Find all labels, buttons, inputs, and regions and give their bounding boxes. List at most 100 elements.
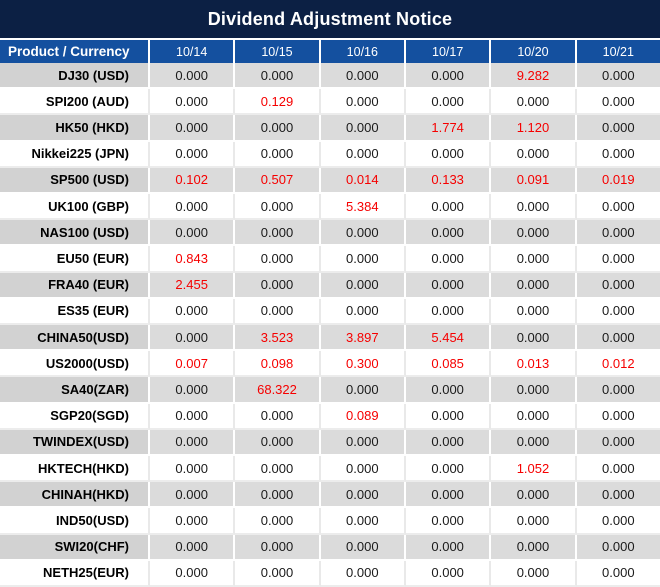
dividend-value: 0.000 [150,429,236,457]
dividend-value: 0.000 [235,560,321,587]
table-row: SA40(ZAR) 0.000 68.322 0.000 0.000 0.000 0.000 [0,377,660,404]
product-name: DJ30 (USD) [0,63,150,90]
dividend-value: 0.000 [576,194,660,221]
table-body: DJ30 (USD) 0.000 0.000 0.000 0.000 9.282 0.000… [0,63,660,587]
dividend-value: 0.000 [405,194,492,221]
product-name: ES35 (EUR) [0,298,150,326]
dividend-value: 0.000 [405,560,492,587]
product-name: SA40(ZAR) [0,377,150,404]
product-currency-column-header: Product / Currency [0,40,150,63]
dividend-value: 0.000 [405,534,492,561]
dividend-value: 0.000 [405,63,492,90]
dividend-value: 0.000 [405,482,492,509]
dividend-value: 0.089 [320,403,406,430]
header-row: Product / Currency 10/14 10/15 10/16 10/17 1… [0,38,660,63]
product-name: SGP20(SGD) [0,403,150,430]
dividend-value: 0.000 [576,246,660,273]
dividend-value: 0.000 [576,89,660,116]
dividend-value: 0.085 [405,351,492,378]
dividend-value: 0.000 [235,246,321,273]
dividend-value: 0.000 [320,115,406,142]
dividend-value: 0.000 [491,272,577,299]
table-row: DJ30 (USD) 0.000 0.000 0.000 0.000 9.282 0.000 [0,63,660,90]
dividend-value: 0.000 [150,377,236,404]
dividend-value: 0.300 [320,351,406,378]
dividend-value: 0.000 [576,377,660,404]
table-row: FRA40 (EUR) 2.455 0.000 0.000 0.000 0.000 0.00… [0,272,660,299]
dividend-value: 3.523 [235,325,321,352]
product-name: HK50 (HKD) [0,115,150,142]
date-column-header: 10/17 [406,40,492,63]
dividend-value: 2.455 [150,272,236,299]
table-row: CHINAH(HKD) 0.000 0.000 0.000 0.000 0.000 0.00… [0,482,660,509]
dividend-value: 0.000 [235,534,321,561]
product-name: IND50(USD) [0,508,150,535]
dividend-value: 0.000 [320,377,406,404]
product-name: SPI200 (AUD) [0,89,150,116]
dividend-value: 0.000 [235,194,321,221]
dividend-value: 0.000 [491,246,577,273]
dividend-value: 0.000 [150,194,236,221]
dividend-value: 0.000 [320,220,406,247]
table-row: ES35 (EUR) 0.000 0.000 0.000 0.000 0.000 0.000 [0,298,660,326]
dividend-value: 5.384 [320,194,406,221]
product-name: UK100 (GBP) [0,194,150,221]
dividend-value: 0.098 [235,351,321,378]
dividend-value: 0.000 [320,272,406,299]
table-row: NETH25(EUR) 0.000 0.000 0.000 0.000 0.000 0.00… [0,560,660,587]
product-name: Nikkei225 (JPN) [0,141,150,168]
dividend-value: 0.000 [320,246,406,273]
dividend-value: 0.507 [235,167,321,195]
dividend-value: 0.000 [235,115,321,142]
dividend-value: 0.000 [235,63,321,90]
table-row: HKTECH(HKD) 0.000 0.000 0.000 0.000 1.052 0.00… [0,456,660,483]
dividend-value: 0.000 [576,325,660,352]
dividend-value: 0.000 [576,482,660,509]
product-name: HKTECH(HKD) [0,456,150,483]
dividend-value: 0.000 [576,63,660,90]
dividend-value: 0.000 [405,141,492,168]
dividend-value: 0.000 [150,298,236,326]
table-row: CHINA50(USD) 0.000 3.523 3.897 5.454 0.000 0.0… [0,325,660,352]
dividend-value: 0.012 [576,351,660,378]
table-row: Nikkei225 (JPN) 0.000 0.000 0.000 0.000 0.000… [0,141,660,168]
product-name: SWI20(CHF) [0,534,150,561]
dividend-value: 0.000 [150,482,236,509]
dividend-value: 0.000 [235,508,321,535]
dividend-value: 0.000 [320,298,406,326]
dividend-value: 1.774 [405,115,492,142]
date-column-header: 10/16 [321,40,406,63]
dividend-value: 0.000 [576,272,660,299]
product-name: NETH25(EUR) [0,560,150,587]
dividend-value: 0.000 [491,194,577,221]
dividend-value: 0.000 [320,429,406,457]
dividend-value: 0.000 [150,141,236,168]
dividend-value: 0.000 [235,220,321,247]
dividend-value: 0.000 [405,403,492,430]
dividend-value: 0.000 [150,63,236,90]
dividend-value: 0.000 [150,89,236,116]
table-row: SP500 (USD) 0.102 0.507 0.014 0.133 0.091 0.01… [0,167,660,195]
dividend-value: 0.000 [235,482,321,509]
table-row: NAS100 (USD) 0.000 0.000 0.000 0.000 0.000 0.0… [0,220,660,247]
table-row: SGP20(SGD) 0.000 0.000 0.089 0.000 0.000 0.000 [0,403,660,430]
table-row: HK50 (HKD) 0.000 0.000 0.000 1.774 1.120 0.000 [0,115,660,142]
dividend-value: 0.000 [150,534,236,561]
date-column-header: 10/20 [491,40,577,63]
dividend-value: 0.000 [150,220,236,247]
dividend-value: 0.000 [150,456,236,483]
dividend-value: 0.000 [491,560,577,587]
product-name: US2000(USD) [0,351,150,378]
dividend-value: 0.000 [150,403,236,430]
dividend-value: 1.052 [491,456,577,483]
dividend-value: 0.000 [576,534,660,561]
dividend-value: 0.000 [150,325,236,352]
table-row: TWINDEX(USD) 0.000 0.000 0.000 0.000 0.000 0.0… [0,429,660,457]
table-row: UK100 (GBP) 0.000 0.000 5.384 0.000 0.000 0.00… [0,194,660,221]
dividend-value: 0.000 [405,246,492,273]
table-row: EU50 (EUR) 0.843 0.000 0.000 0.000 0.000 0.000 [0,246,660,273]
dividend-value: 0.000 [405,298,492,326]
dividend-value: 0.019 [576,167,660,195]
dividend-value: 0.000 [491,482,577,509]
